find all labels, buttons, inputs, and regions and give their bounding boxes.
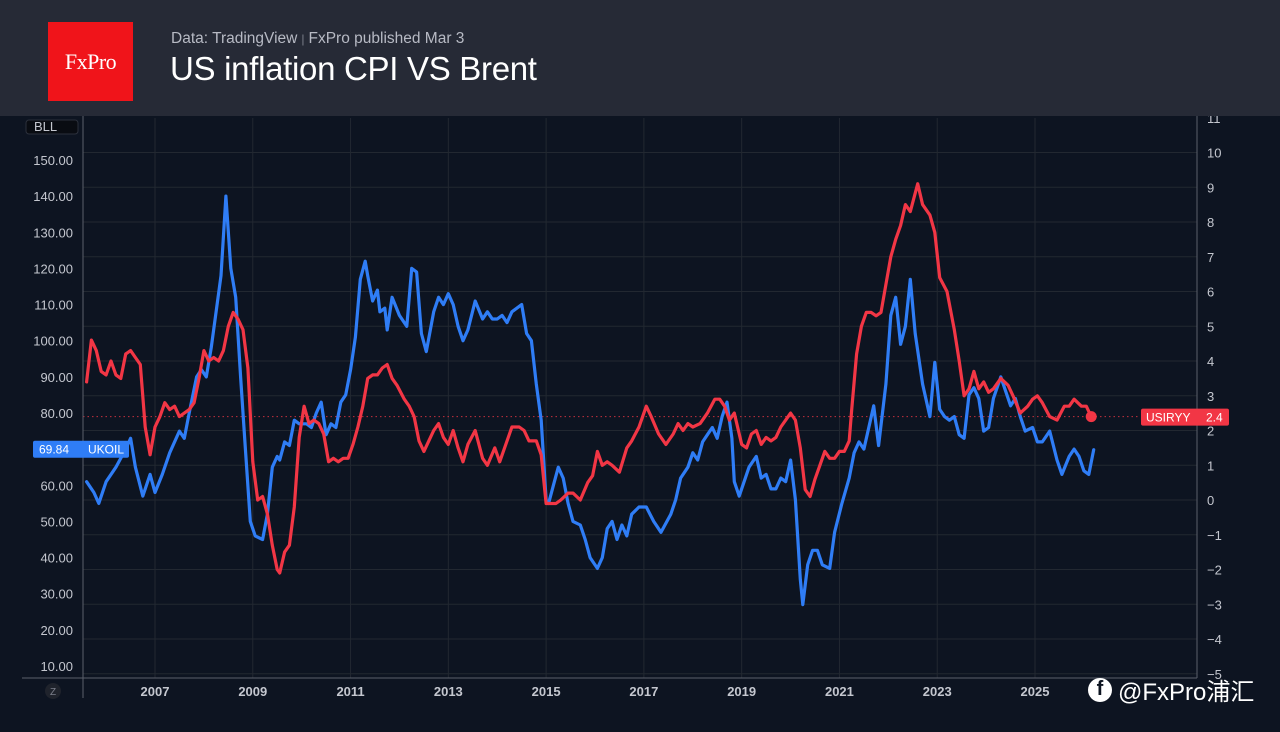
left-axis-tick-label: 120.00 [33, 261, 73, 276]
x-axis-tick-label: 2009 [238, 684, 267, 699]
published-date: FxPro published Mar 3 [308, 30, 465, 47]
left-axis-tick-label: 90.00 [40, 370, 73, 385]
left-axis-tick-label: 60.00 [40, 478, 73, 493]
x-axis-tick-label: 2023 [923, 684, 952, 699]
fxpro-logo: FxPro [48, 22, 133, 101]
chart-title: US inflation CPI VS Brent [170, 50, 537, 87]
x-axis-tick-label: 2011 [336, 684, 364, 699]
x-axis-tick-label: 2013 [434, 684, 463, 699]
left-axis-tick-label: 10.00 [40, 659, 73, 674]
data-source: Data: TradingView [171, 30, 298, 47]
left-axis-tick-label: 100.00 [33, 334, 73, 349]
left-axis-tick-label: 20.00 [40, 623, 73, 638]
header: FxPro Data: TradingView | FxPro published … [0, 0, 1280, 116]
series-line-ukoil [85, 194, 1096, 607]
left-axis-tick-label: 140.00 [33, 189, 73, 204]
x-axis-tick-label: 2025 [1021, 684, 1050, 699]
right-axis-tick-label: −5 [1207, 667, 1222, 682]
right-axis-tick-label: −3 [1207, 597, 1222, 612]
right-axis-tick-label: 6 [1207, 285, 1214, 300]
logo-text: FxPro [64, 48, 117, 74]
axes [22, 116, 1198, 698]
x-axis-tick-label: 2015 [532, 684, 561, 699]
usiryy-value-badge [1141, 408, 1229, 426]
watermark: f @FxPro浦汇 [1088, 672, 1254, 707]
left-axis-tick-label: 40.00 [40, 551, 73, 566]
watermark-text: @FxPro浦汇 [1118, 679, 1255, 706]
subtitle: Data: TradingView | FxPro published Mar 3 [171, 30, 464, 48]
x-axis-tick-label: 2019 [727, 684, 756, 699]
left-axis-tick-label: 30.00 [40, 587, 73, 602]
facebook-icon: f [1088, 677, 1112, 702]
zoom-button[interactable] [45, 683, 61, 699]
usiryy-series-name: USIRYY [1146, 411, 1190, 425]
right-axis-tick-label: 7 [1207, 250, 1214, 265]
usiryy-value: 2.4 [1206, 411, 1223, 425]
right-axis-tick-label: −2 [1207, 563, 1222, 578]
right-axis-tick-label: −4 [1207, 632, 1222, 647]
right-axis-tick-label: −1 [1207, 528, 1222, 543]
separator: | [301, 32, 305, 46]
left-axis-unit-label: BLL [34, 119, 57, 134]
series-line-usiryy [85, 182, 1093, 575]
axis-labels: BLL150.00140.00130.00120.00110.00100.009… [25, 116, 1229, 699]
right-axis-tick-label: 4 [1207, 354, 1214, 369]
left-axis-unit-box [25, 119, 79, 135]
zoom-button-label: Z [50, 687, 56, 698]
left-axis-tick-label: 80.00 [40, 406, 73, 421]
right-axis-tick-label: 5 [1207, 319, 1214, 334]
right-axis-tick-label: 8 [1207, 215, 1214, 230]
right-axis-tick-label: 2 [1207, 424, 1214, 439]
ukoil-price-value: 69.84 [39, 443, 69, 457]
chart-area[interactable]: BLL150.00140.00130.00120.00110.00100.009… [0, 116, 1280, 732]
left-axis-tick-label: 110.00 [34, 298, 73, 313]
right-axis-tick-label: 0 [1207, 493, 1214, 508]
right-axis-tick-label: 9 [1207, 180, 1214, 195]
right-axis-tick-label: 10 [1207, 146, 1221, 161]
x-axis-tick-label: 2017 [629, 684, 658, 699]
left-axis-tick-label: 50.00 [40, 514, 73, 529]
ukoil-price-badge [33, 440, 129, 458]
x-axis-tick-label: 2021 [825, 684, 854, 699]
x-axis-tick-label: 2007 [141, 684, 170, 699]
ukoil-series-name: UKOIL [88, 443, 124, 457]
right-axis-tick-label: 1 [1207, 458, 1214, 473]
series-layer [85, 182, 1097, 607]
series-endpoint-usiryy [1085, 411, 1097, 423]
left-axis-tick-label: 150.00 [33, 153, 73, 168]
right-axis-tick-label: 11 [1207, 116, 1221, 126]
right-axis-tick-label: 3 [1207, 389, 1214, 404]
left-axis-tick-label: 130.00 [33, 225, 73, 240]
